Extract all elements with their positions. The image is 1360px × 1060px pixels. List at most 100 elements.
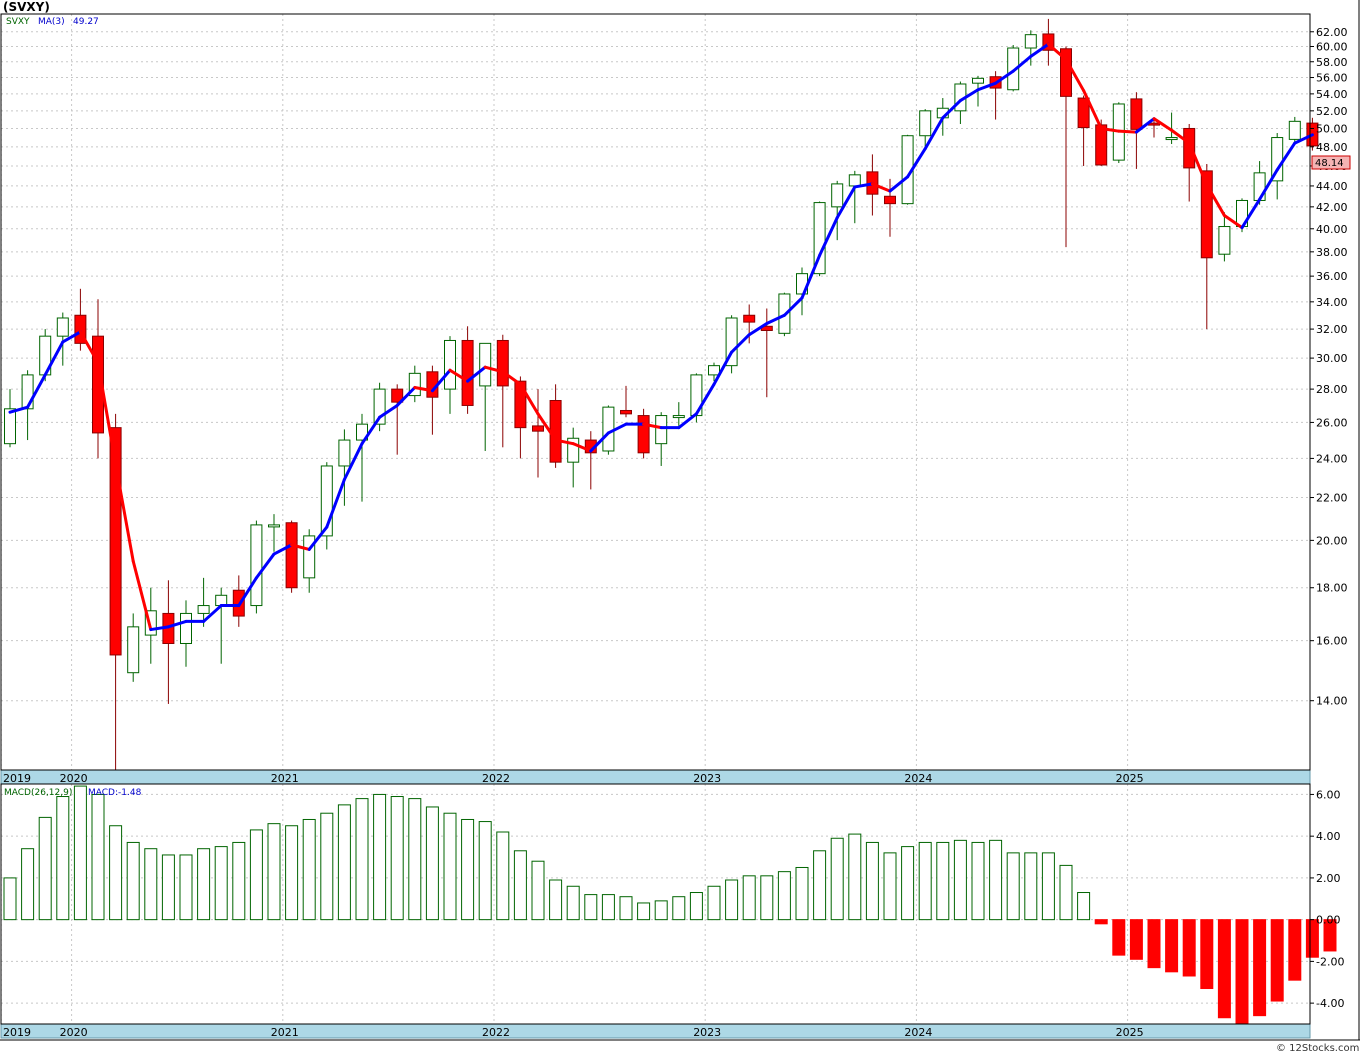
ma-segment <box>1170 128 1191 145</box>
ma-segment <box>360 415 382 446</box>
macd-bar <box>637 902 651 921</box>
ma-segment <box>782 296 804 317</box>
ma-segment <box>994 69 1015 85</box>
macd-bar <box>1077 892 1091 921</box>
ma-segment <box>730 333 751 354</box>
candle-body <box>92 335 104 434</box>
candle-body <box>74 314 87 344</box>
macd-bar <box>795 866 809 921</box>
candle-body <box>655 415 668 445</box>
price-y-tick-label: 56.00 <box>1316 72 1348 85</box>
ma-segment <box>8 405 30 414</box>
macd-bar <box>901 846 915 921</box>
price-x-tick-label: 2024 <box>904 772 932 785</box>
candle-body <box>532 425 544 432</box>
candle-body <box>1183 127 1196 169</box>
candle-body <box>743 314 756 323</box>
ma-segment <box>1222 213 1244 230</box>
ma-segment <box>149 625 170 632</box>
candle-body <box>285 522 298 589</box>
candle-body <box>479 342 492 387</box>
macd-bar <box>1253 919 1267 1017</box>
macd-bar <box>1006 852 1020 921</box>
ma-segment <box>1134 117 1156 134</box>
candle-body <box>373 388 386 425</box>
price-panel-frame <box>0 13 1311 771</box>
price-y-tick-label: 44.00 <box>1316 180 1348 193</box>
macd-bar <box>989 839 1003 921</box>
ma-segment <box>589 431 610 453</box>
candle-body <box>268 524 280 528</box>
ma-segment <box>166 619 188 629</box>
macd-grid <box>0 784 1310 1024</box>
macd-bar <box>249 829 263 921</box>
ma-segment <box>800 253 822 300</box>
price-grid <box>0 14 1310 770</box>
price-y-tick-label: 26.00 <box>1316 416 1348 429</box>
macd-bar <box>337 804 351 921</box>
candle-body <box>1218 226 1231 255</box>
ma-segment <box>518 382 540 416</box>
candle-body <box>567 437 580 463</box>
footer-credit: © 12Stocks.com <box>1276 1043 1359 1054</box>
price-y-tick-label: 40.00 <box>1316 223 1348 236</box>
price-legend-symbol: SVXY <box>6 17 30 27</box>
macd-x-tick-label: 2022 <box>482 1026 510 1039</box>
candle-body <box>1024 34 1037 49</box>
macd-bar <box>531 860 545 921</box>
candle-body <box>56 317 69 337</box>
candle-body <box>180 612 192 644</box>
macd-y-tick-label: -4.00 <box>1316 997 1344 1010</box>
price-legend-ma-label: MA(3) <box>38 17 65 27</box>
candle-body <box>356 423 368 441</box>
ma-segment <box>466 365 487 383</box>
ma-segment <box>395 386 417 407</box>
price-x-axis: 2019 2020 2021 2022 2023 2024 2025 <box>0 769 1311 785</box>
macd-bar <box>1059 864 1073 921</box>
ma-segment <box>976 81 998 92</box>
candle-body <box>496 339 509 387</box>
macd-legend-name: MACD(26,12,9) <box>4 788 72 798</box>
macd-bar <box>760 875 774 921</box>
ma-segment <box>536 412 558 442</box>
candle-body <box>1042 33 1055 51</box>
macd-bar <box>179 854 193 921</box>
macd-bar <box>267 823 281 921</box>
candle-body <box>708 365 720 376</box>
macd-bar <box>214 846 228 921</box>
ma-segment <box>870 182 892 193</box>
price-ma-line <box>8 42 1314 632</box>
macd-bar <box>320 812 334 921</box>
last-price-label: 48.14 <box>1315 158 1344 169</box>
macd-x-tick-label: 2023 <box>693 1026 721 1039</box>
ma-segment <box>483 365 505 374</box>
candle-body <box>21 374 34 410</box>
candle-body <box>1200 170 1213 259</box>
candle-body <box>4 408 16 445</box>
macd-bar <box>566 885 580 921</box>
candle-body <box>884 195 896 205</box>
ma-segment <box>501 370 522 386</box>
macd-x-tick-label: 2020 <box>60 1026 88 1039</box>
price-y-tick-label: 30.00 <box>1316 352 1348 365</box>
macd-x-tick-label: 2019 <box>3 1026 31 1039</box>
window-title: (SVXY) <box>3 0 50 14</box>
macd-bar <box>1288 919 1302 981</box>
macd-bar <box>197 848 211 921</box>
candle-body <box>637 415 650 454</box>
macd-y-tick-label: 2.00 <box>1316 872 1341 885</box>
macd-bar <box>654 900 668 921</box>
macd-bar <box>830 837 844 921</box>
macd-panel-frame <box>0 783 1311 1025</box>
macd-bar <box>109 825 123 921</box>
ma-segment <box>1293 133 1314 145</box>
macd-bars <box>3 785 1337 1025</box>
price-x-tick-label: 2022 <box>482 772 510 785</box>
price-y-tick-label: 24.00 <box>1316 452 1348 465</box>
macd-y-tick-label: -2.00 <box>1316 955 1344 968</box>
price-y-axis: 14.00 16.00 18.00 20.00 22.00 24.00 26.00 28.00… <box>1310 26 1348 708</box>
macd-bar <box>302 818 316 921</box>
candle-body <box>972 77 984 84</box>
